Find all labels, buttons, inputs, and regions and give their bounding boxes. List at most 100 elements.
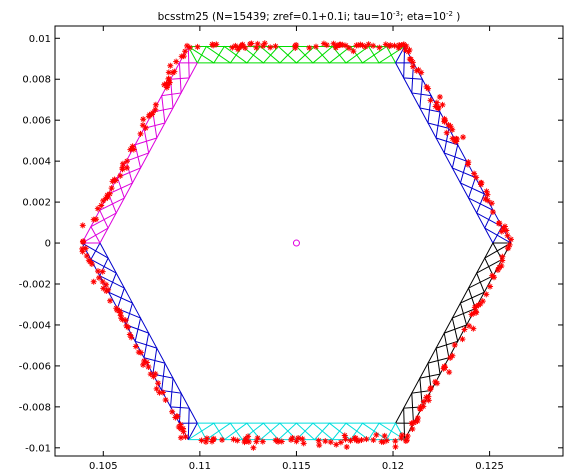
asterisk-shape bbox=[392, 443, 399, 450]
y-tick-label: -0.002 bbox=[19, 280, 51, 291]
mesh-end-line bbox=[187, 422, 198, 440]
asterisk-shape bbox=[406, 46, 413, 53]
asterisk-shape bbox=[473, 174, 480, 181]
asterisk-shape bbox=[100, 285, 107, 292]
asterisk-shape bbox=[316, 442, 323, 449]
eigenvalue-marker bbox=[198, 437, 205, 444]
eigenvalue-marker bbox=[323, 42, 330, 49]
asterisk-shape bbox=[247, 41, 254, 48]
eigenvalue-marker bbox=[313, 43, 320, 50]
asterisk-shape bbox=[420, 398, 427, 405]
eigenvalue-marker bbox=[409, 425, 416, 432]
eigenvalue-marker bbox=[180, 425, 187, 432]
eigenvalue-marker bbox=[170, 69, 177, 76]
asterisk-shape bbox=[333, 441, 340, 448]
asterisk-shape bbox=[409, 425, 416, 432]
asterisk-shape bbox=[306, 44, 313, 51]
asterisk-shape bbox=[245, 438, 252, 445]
asterisk-shape bbox=[490, 274, 497, 281]
asterisk-shape bbox=[128, 334, 135, 341]
asterisk-shape bbox=[293, 42, 300, 49]
asterisk-shape bbox=[449, 126, 456, 133]
asterisk-shape bbox=[466, 322, 473, 329]
eigenvalue-marker bbox=[236, 44, 243, 51]
eigenvalue-marker bbox=[346, 45, 353, 52]
eigenvalue-marker bbox=[342, 436, 349, 443]
asterisk-shape bbox=[173, 58, 180, 65]
eigenvalue-marker bbox=[343, 443, 350, 450]
eigenvalue-marker bbox=[496, 220, 503, 227]
asterisk-shape bbox=[392, 438, 399, 445]
eigenvalue-marker bbox=[376, 44, 383, 51]
asterisk-shape bbox=[468, 311, 475, 318]
eigenvalue-marker bbox=[392, 438, 399, 445]
mesh-zigzag bbox=[196, 422, 396, 441]
asterisk-shape bbox=[150, 373, 157, 380]
asterisk-shape bbox=[146, 111, 153, 118]
eigenvalue-marker bbox=[484, 191, 491, 198]
asterisk-shape bbox=[289, 434, 296, 441]
axes: 0.105 0.11 0.115 0.12 0.125 -0.01 -0.008 -0.006… bbox=[19, 25, 564, 472]
asterisk-shape bbox=[346, 45, 353, 52]
eigenvalue-marker bbox=[355, 438, 362, 445]
eigenvalue-marker bbox=[117, 172, 124, 179]
eigenvalue-marker bbox=[440, 365, 447, 372]
eigenvalue-marker bbox=[400, 41, 407, 48]
eigenvalue-marker bbox=[254, 40, 261, 47]
asterisk-shape bbox=[104, 192, 111, 199]
eigenvalue-marker bbox=[95, 274, 102, 281]
eigenvalue-marker bbox=[108, 185, 115, 192]
eigenvalue-marker bbox=[479, 298, 486, 305]
asterisk-shape bbox=[423, 83, 430, 90]
asterisk-shape bbox=[300, 440, 307, 447]
asterisk-shape bbox=[254, 40, 261, 47]
asterisk-shape bbox=[113, 307, 120, 314]
asterisk-shape bbox=[407, 56, 414, 63]
asterisk-shape bbox=[449, 135, 456, 142]
eigenvalue-marker bbox=[386, 43, 393, 50]
asterisk-shape bbox=[124, 324, 131, 331]
eigenvalue-marker bbox=[147, 371, 154, 378]
asterisk-shape bbox=[413, 67, 420, 74]
eigenvalue-marker bbox=[441, 363, 448, 370]
eigenvalue-marker bbox=[261, 40, 268, 47]
asterisk-shape bbox=[165, 69, 172, 76]
asterisk-shape bbox=[165, 75, 172, 82]
eigenvalue-marker bbox=[508, 236, 515, 243]
asterisk-shape bbox=[399, 432, 406, 439]
asterisk-shape bbox=[332, 44, 339, 51]
eigenvalue-marker bbox=[143, 359, 150, 366]
eigenvalue-marker bbox=[213, 41, 220, 48]
eigenvalue-marker bbox=[332, 44, 339, 51]
eigenvalue-marker bbox=[499, 253, 506, 260]
eigenvalue-marker bbox=[250, 444, 257, 451]
mesh-edge-lower-left bbox=[81, 242, 198, 440]
eigenvalue-marker bbox=[363, 436, 370, 443]
asterisk-shape bbox=[362, 43, 369, 50]
asterisk-shape bbox=[83, 252, 90, 259]
eigenvalue-marker bbox=[100, 197, 107, 204]
eigenvalue-marker bbox=[327, 439, 334, 446]
asterisk-shape bbox=[483, 291, 490, 298]
eigenvalue-marker bbox=[267, 44, 274, 51]
asterisk-shape bbox=[90, 278, 97, 285]
asterisk-shape bbox=[203, 435, 210, 442]
eigenvalue-marker bbox=[161, 81, 168, 88]
asterisk-shape bbox=[152, 106, 159, 113]
eigenvalue-marker bbox=[242, 435, 249, 442]
eigenvalue-marker bbox=[441, 115, 448, 122]
chart-title: bcsstm25 (N=15439; zref=0.1+0.1i; tau=10… bbox=[158, 10, 461, 23]
asterisk-shape bbox=[145, 113, 152, 120]
eigenvalue-marker bbox=[172, 414, 179, 421]
eigenvalue-marker bbox=[123, 164, 130, 171]
x-tick-label: 0.125 bbox=[475, 461, 504, 472]
eigenvalue-marker bbox=[414, 414, 421, 421]
asterisk-shape bbox=[404, 433, 411, 440]
asterisk-shape bbox=[337, 41, 344, 48]
eigenvalue-marker bbox=[488, 200, 495, 207]
asterisk-shape bbox=[259, 438, 266, 445]
eigenvalue-marker bbox=[483, 188, 490, 195]
eigenvalue-marker bbox=[152, 370, 159, 377]
eigenvalue-marker bbox=[119, 166, 126, 173]
eigenvalue-marker bbox=[420, 403, 427, 410]
